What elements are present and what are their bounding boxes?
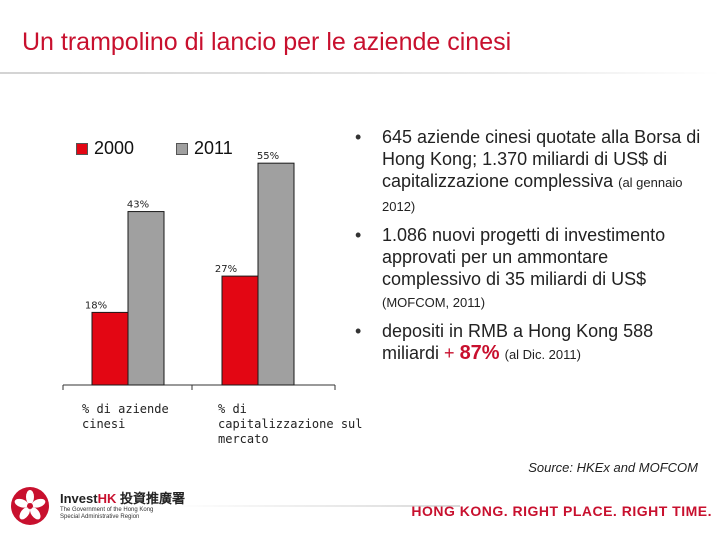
bar-value-label: 18%: [85, 300, 107, 311]
legend-swatch-2000: [76, 142, 88, 155]
category-label-line: % di aziende: [82, 402, 169, 416]
category-label-line: cinesi: [82, 417, 126, 431]
category-label-companies: % di aziende cinesi: [82, 402, 169, 432]
source-note: Source: HKEx and MOFCOM: [528, 460, 698, 475]
bullet-text: 1.086 nuovi progetti di investimento app…: [382, 225, 666, 289]
bar-value-label: 43%: [127, 200, 149, 211]
bullet-item: 645 aziende cinesi quotate alla Borsa di…: [352, 126, 707, 218]
bullet-item: depositi in RMB a Hong Kong 588 miliardi…: [352, 320, 707, 366]
category-label-line: capitalizzazione sul: [218, 417, 363, 431]
category-label-capitalization: % di capitalizzazione sul mercato: [218, 402, 363, 447]
investhk-logo: InvestHK 投資推廣署 The Government of the Hon…: [60, 488, 185, 521]
bar-2000-capitalization: [221, 275, 259, 386]
bullet-list: 645 aziende cinesi quotate alla Borsa di…: [352, 126, 707, 372]
legend-label-2011: 2011: [194, 138, 233, 158]
bar-2011-companies: [127, 211, 165, 386]
footer-divider: [170, 505, 460, 507]
logo-brand: InvestHK 投資推廣署: [60, 488, 185, 507]
bullet-item: 1.086 nuovi progetti di investimento app…: [352, 224, 707, 314]
category-label-line: % di: [218, 402, 247, 416]
legend-item-2011: 2011: [176, 138, 233, 159]
bullet-text: depositi in RMB a Hong Kong 588 miliardi: [382, 321, 654, 363]
page-title: Un trampolino di lancio per le aziende c…: [22, 28, 512, 56]
logo-brand-cn: 投資推廣署: [119, 491, 185, 506]
legend-swatch-2011: [176, 142, 188, 155]
title-divider: [0, 72, 720, 74]
growth-sign: +: [444, 343, 455, 363]
legend-label-2000: 2000: [94, 138, 135, 158]
bar-value-label: 27%: [215, 264, 237, 275]
bullet-note: (al gennaio 2012): [382, 175, 683, 214]
bar-value-label: 55%: [257, 151, 279, 162]
logo-brand-hk: HK: [97, 491, 117, 506]
bullet-note: (MOFCOM, 2011): [382, 295, 486, 310]
logo-subtitle-line: The Government of the Hong Kong: [60, 507, 154, 513]
bar-2000-companies: [91, 311, 129, 386]
logo-subtitle-line: Special Administrative Region: [60, 514, 140, 520]
legend-item-2000: 2000: [76, 138, 134, 159]
growth-value: 87%: [459, 342, 500, 364]
logo-brand-prefix: Invest: [60, 491, 98, 506]
bullet-note: (al Dic. 2011): [504, 347, 581, 362]
bullet-text: 645 aziende cinesi quotate alla Borsa di…: [382, 127, 701, 191]
bauhinia-emblem-icon: [11, 487, 49, 525]
category-label-line: mercato: [218, 432, 269, 446]
footer-tagline: HONG KONG. RIGHT PLACE. RIGHT TIME.: [411, 503, 712, 519]
bar-2011-capitalization: [257, 162, 295, 386]
